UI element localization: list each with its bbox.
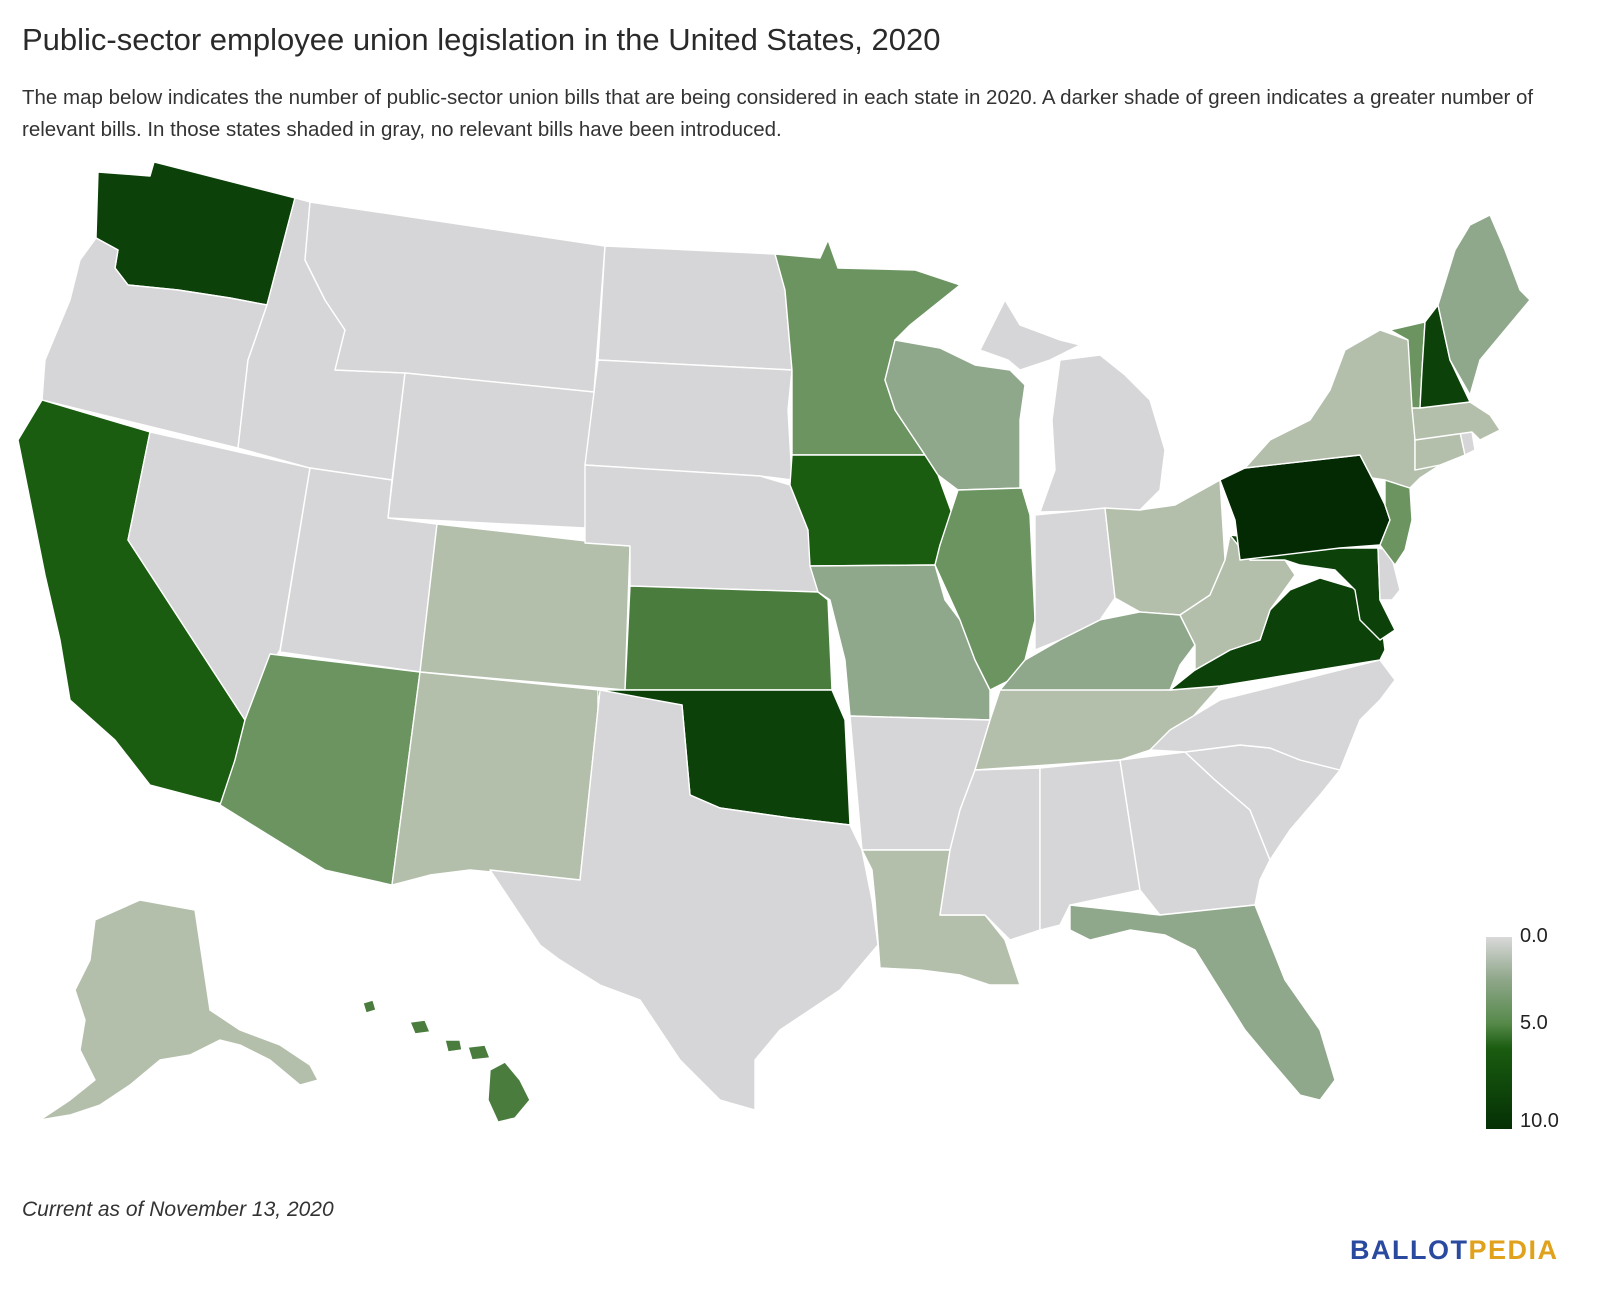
- state-shape-west-virginia[interactable]: [1179, 534, 1296, 671]
- state-shape-north-carolina[interactable]: [1149, 659, 1396, 771]
- state-north-dakota[interactable]: [597, 245, 793, 371]
- state-shape-wyoming[interactable]: [387, 372, 595, 529]
- legend-min-label: 0.0: [1520, 925, 1548, 947]
- state-south-dakota[interactable]: [584, 359, 793, 481]
- legend-max-label: 10.0: [1520, 1110, 1559, 1132]
- state-shape-hawaii-3[interactable]: [444, 1039, 463, 1053]
- state-shape-texas[interactable]: [489, 689, 879, 1111]
- state-colorado[interactable]: [419, 523, 631, 691]
- state-shape-pennsylvania[interactable]: [1219, 454, 1391, 561]
- state-hawaii[interactable]: [362, 999, 531, 1123]
- state-north-carolina[interactable]: [1149, 659, 1396, 771]
- state-pennsylvania[interactable]: [1219, 454, 1391, 561]
- state-shape-michigan-1[interactable]: [979, 299, 1081, 371]
- state-shape-new-mexico[interactable]: [391, 671, 601, 886]
- legend-color-scale: [1486, 937, 1512, 1129]
- state-iowa[interactable]: [789, 454, 959, 567]
- state-new-mexico[interactable]: [391, 671, 601, 886]
- logo-part-pedia: PEDIA: [1468, 1235, 1559, 1265]
- footnote-date: Current as of November 13, 2020: [22, 1198, 334, 1221]
- state-shape-iowa[interactable]: [789, 454, 959, 567]
- state-shape-massachusetts[interactable]: [1411, 401, 1501, 441]
- us-map: [17, 161, 1531, 1123]
- state-massachusetts[interactable]: [1411, 401, 1501, 441]
- state-missouri[interactable]: [809, 564, 991, 721]
- state-west-virginia[interactable]: [1179, 534, 1296, 671]
- state-shape-hawaii-4[interactable]: [467, 1044, 491, 1061]
- state-florida[interactable]: [1069, 904, 1336, 1101]
- state-shape-alaska[interactable]: [39, 899, 319, 1121]
- ballotpedia-logo: BALLOTPEDIA: [1350, 1235, 1559, 1266]
- state-shape-colorado[interactable]: [419, 523, 631, 691]
- state-shape-north-dakota[interactable]: [597, 245, 793, 371]
- state-shape-south-dakota[interactable]: [584, 359, 793, 481]
- logo-part-ballot: BALLOT: [1350, 1235, 1469, 1265]
- state-shape-new-jersey[interactable]: [1379, 479, 1413, 566]
- legend-mid-label: 5.0: [1520, 1012, 1548, 1034]
- map-title: Public-sector employee union legislation…: [22, 22, 941, 57]
- state-shape-illinois[interactable]: [934, 487, 1036, 691]
- state-shape-hawaii-5[interactable]: [487, 1061, 531, 1123]
- state-shape-montana[interactable]: [304, 201, 606, 393]
- map-subtitle: The map below indicates the number of pu…: [22, 86, 1534, 141]
- state-shape-kansas[interactable]: [624, 585, 833, 691]
- state-alaska[interactable]: [39, 899, 319, 1121]
- state-shape-missouri[interactable]: [809, 564, 991, 721]
- state-new-jersey[interactable]: [1379, 479, 1413, 566]
- state-illinois[interactable]: [934, 487, 1036, 691]
- state-wyoming[interactable]: [387, 372, 595, 529]
- state-shape-florida[interactable]: [1069, 904, 1336, 1101]
- state-montana[interactable]: [304, 201, 606, 393]
- state-shape-hawaii-2[interactable]: [409, 1019, 431, 1035]
- state-maine[interactable]: [1437, 214, 1531, 396]
- state-shape-maine[interactable]: [1437, 214, 1531, 396]
- state-shape-hawaii-1[interactable]: [362, 999, 377, 1014]
- state-texas[interactable]: [489, 689, 879, 1111]
- state-kansas[interactable]: [624, 585, 833, 691]
- state-shape-michigan-2[interactable]: [1039, 354, 1166, 513]
- state-michigan[interactable]: [979, 299, 1166, 513]
